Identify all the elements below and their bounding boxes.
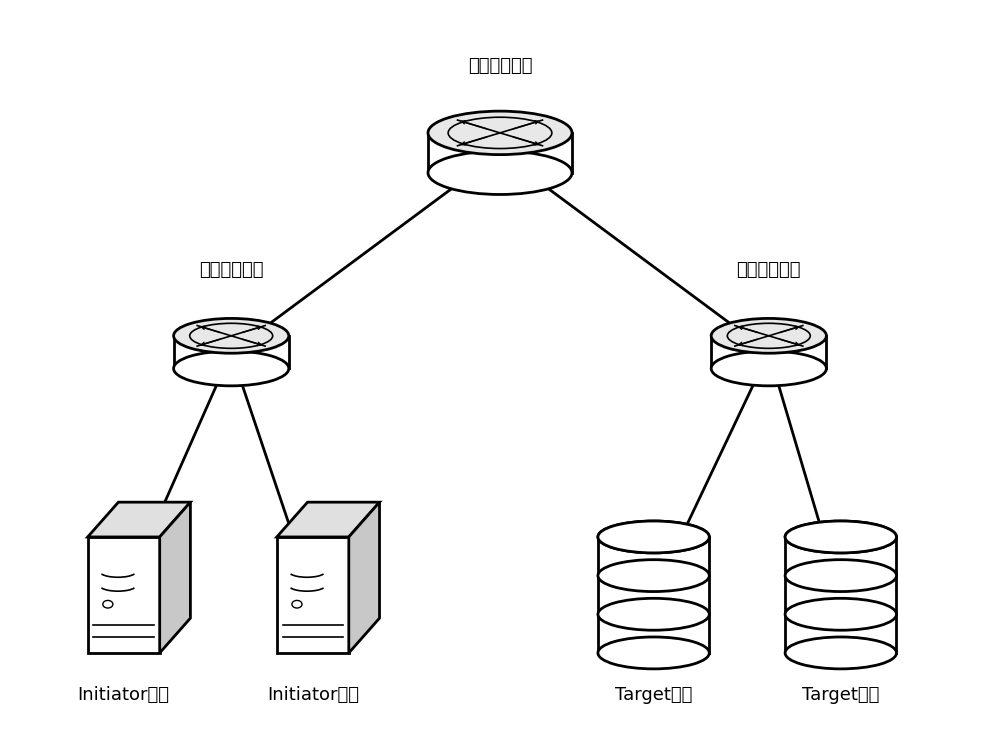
Polygon shape [160, 502, 190, 653]
Ellipse shape [785, 637, 896, 669]
Text: 边缘交换设备: 边缘交换设备 [199, 261, 263, 279]
Circle shape [292, 600, 302, 608]
Ellipse shape [174, 351, 289, 386]
Ellipse shape [174, 319, 289, 353]
Polygon shape [88, 502, 190, 537]
Ellipse shape [785, 559, 896, 592]
Text: Initiator设备: Initiator设备 [267, 686, 359, 704]
Text: Initiator设备: Initiator设备 [78, 686, 170, 704]
Polygon shape [598, 537, 709, 653]
Polygon shape [277, 537, 349, 653]
Polygon shape [277, 502, 380, 537]
Polygon shape [174, 336, 289, 368]
Ellipse shape [785, 521, 896, 553]
Ellipse shape [609, 563, 698, 588]
Ellipse shape [428, 151, 572, 195]
Text: 中间交换设备: 中间交换设备 [468, 57, 532, 75]
Text: Target设备: Target设备 [802, 686, 879, 704]
Ellipse shape [711, 319, 826, 353]
Ellipse shape [598, 598, 709, 630]
Ellipse shape [598, 521, 709, 553]
Polygon shape [349, 502, 380, 653]
Ellipse shape [785, 521, 896, 553]
Ellipse shape [428, 111, 572, 155]
Ellipse shape [598, 521, 709, 553]
Polygon shape [88, 537, 160, 653]
Polygon shape [428, 133, 572, 173]
Ellipse shape [598, 559, 709, 592]
Ellipse shape [785, 598, 896, 630]
Ellipse shape [796, 563, 885, 588]
Ellipse shape [796, 524, 885, 550]
Ellipse shape [711, 351, 826, 386]
Ellipse shape [796, 602, 885, 627]
Text: Target设备: Target设备 [615, 686, 692, 704]
Text: 边缘交换设备: 边缘交换设备 [737, 261, 801, 279]
Circle shape [103, 600, 113, 608]
Ellipse shape [609, 524, 698, 550]
Ellipse shape [598, 637, 709, 669]
Polygon shape [711, 336, 826, 368]
Ellipse shape [609, 602, 698, 627]
Polygon shape [785, 537, 896, 653]
